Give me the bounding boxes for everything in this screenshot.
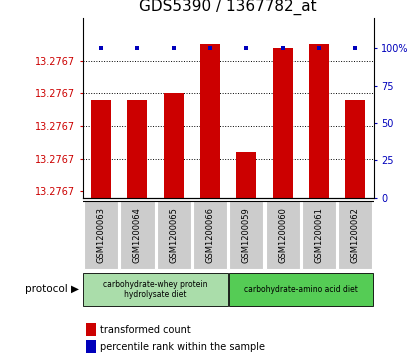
Text: GSM1200059: GSM1200059 bbox=[242, 207, 251, 263]
Title: GDS5390 / 1367782_at: GDS5390 / 1367782_at bbox=[139, 0, 317, 15]
Bar bbox=[86, 340, 96, 353]
Text: transformed count: transformed count bbox=[100, 325, 191, 335]
Bar bbox=[266, 201, 300, 269]
Bar bbox=[86, 323, 96, 336]
Text: GSM1200065: GSM1200065 bbox=[169, 207, 178, 263]
Bar bbox=[237, 152, 256, 198]
Text: GSM1200066: GSM1200066 bbox=[205, 207, 215, 263]
Bar bbox=[200, 44, 220, 198]
Bar bbox=[127, 100, 147, 198]
Bar bbox=[193, 201, 227, 269]
Text: carbohydrate-whey protein
hydrolysate diet: carbohydrate-whey protein hydrolysate di… bbox=[103, 280, 208, 299]
Text: GSM1200061: GSM1200061 bbox=[315, 207, 324, 263]
Bar bbox=[164, 93, 184, 198]
Bar bbox=[309, 44, 329, 198]
Text: GSM1200063: GSM1200063 bbox=[97, 207, 106, 263]
Bar bbox=[229, 201, 264, 269]
Text: GSM1200060: GSM1200060 bbox=[278, 207, 287, 263]
Bar bbox=[273, 48, 293, 198]
Bar bbox=[83, 273, 228, 306]
Bar bbox=[84, 201, 118, 269]
Bar bbox=[345, 100, 365, 198]
Text: protocol ▶: protocol ▶ bbox=[25, 285, 79, 294]
Bar bbox=[120, 201, 154, 269]
Text: GSM1200064: GSM1200064 bbox=[133, 207, 142, 263]
Bar bbox=[338, 201, 372, 269]
Text: GSM1200062: GSM1200062 bbox=[351, 207, 360, 263]
Bar bbox=[229, 273, 373, 306]
Text: percentile rank within the sample: percentile rank within the sample bbox=[100, 342, 266, 352]
Bar bbox=[157, 201, 191, 269]
Bar bbox=[302, 201, 336, 269]
Bar bbox=[91, 100, 111, 198]
Text: carbohydrate-amino acid diet: carbohydrate-amino acid diet bbox=[244, 285, 358, 294]
